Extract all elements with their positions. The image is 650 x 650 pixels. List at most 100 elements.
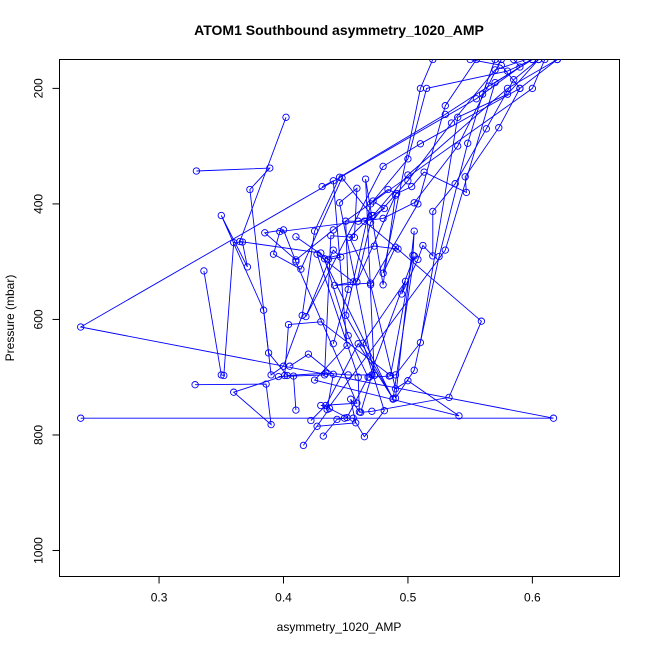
data-point [451,180,459,188]
y-axis: 200 400 600 800 1000 [32,78,60,564]
data-point [441,246,449,254]
data-point [404,155,412,163]
data-point [342,311,350,320]
chart-title: ATOM1 Southbound asymmetry_1020_AMP [194,22,484,38]
data-point [292,406,300,414]
data-point [462,188,471,197]
series-line-9 [239,59,539,401]
data-point [366,281,375,289]
data-point [352,419,360,427]
data-point [528,59,537,64]
data-point [379,214,387,223]
data-point [495,124,503,132]
data-point [344,285,352,294]
data-point [264,349,273,357]
data-point [454,113,462,121]
data-point [454,142,462,150]
data-point [416,338,425,347]
data-point [354,217,362,225]
data-point [461,173,469,181]
data-point [380,204,388,213]
data-point [408,182,416,191]
data-point [318,182,326,191]
series-line-14 [332,59,558,344]
data-point [419,241,427,250]
data-point [429,207,437,216]
data-point [246,185,254,194]
data-point [266,164,274,172]
data-point [322,369,330,377]
data-point [410,227,418,235]
series-line-6 [278,59,527,411]
data-point [384,185,392,194]
data-point [404,377,412,385]
data-point [549,414,558,422]
data-point [368,407,376,415]
data-point [267,420,275,429]
series-line-2 [272,59,502,427]
data-point [379,269,387,277]
data-point [410,366,418,374]
data-point [541,59,549,64]
data-point [329,226,337,234]
data-point [262,380,270,388]
data-point [354,340,362,348]
data-point [279,226,288,234]
data-point [365,373,374,381]
data-point [261,229,269,237]
data-point [310,227,319,235]
data-point [230,388,238,396]
y-tick-label: 400 [32,194,46,214]
series-line-12 [263,59,546,406]
data-point [329,177,337,185]
data-point [466,59,474,64]
data-point [320,371,329,379]
data-point [292,233,300,241]
data-point [323,405,331,414]
data-point [389,394,397,403]
data-point [534,59,543,64]
data-point [380,407,388,415]
data-point [491,59,499,64]
data-point [310,376,319,384]
data-point [414,200,422,208]
series-line-4 [79,59,554,419]
data-point [416,140,425,148]
data-point [284,320,293,329]
data-point [482,125,490,133]
x-axis-label: asymmetry_1020_AMP [277,620,402,634]
data-point [379,281,387,289]
data-point [393,189,401,198]
data-point [200,267,208,275]
data-point [366,218,375,227]
y-tick-label: 600 [32,309,46,329]
data-point [353,278,361,286]
data-point [276,227,284,236]
data-point [410,199,418,207]
data-point [404,171,412,179]
series-line-8 [196,59,482,413]
data-point [335,173,344,181]
data-point [441,102,449,110]
data-point [477,317,486,325]
data-point [404,177,412,185]
data-point [472,59,481,64]
data-point [429,59,437,64]
data-point [350,233,359,242]
data-point [503,84,512,93]
series-line-11 [310,59,533,421]
data-point [292,256,300,264]
data-point [379,162,387,171]
data-point [243,263,252,271]
data-point [319,432,327,440]
data-point [299,441,308,450]
data-point [478,90,487,98]
data-point [333,415,341,424]
data-point [353,399,361,407]
data-point [435,252,443,261]
data-point [553,59,561,64]
data-point [464,139,472,147]
data-point [286,362,294,370]
data-point [307,416,315,425]
x-tick-label: 0.6 [524,591,541,605]
